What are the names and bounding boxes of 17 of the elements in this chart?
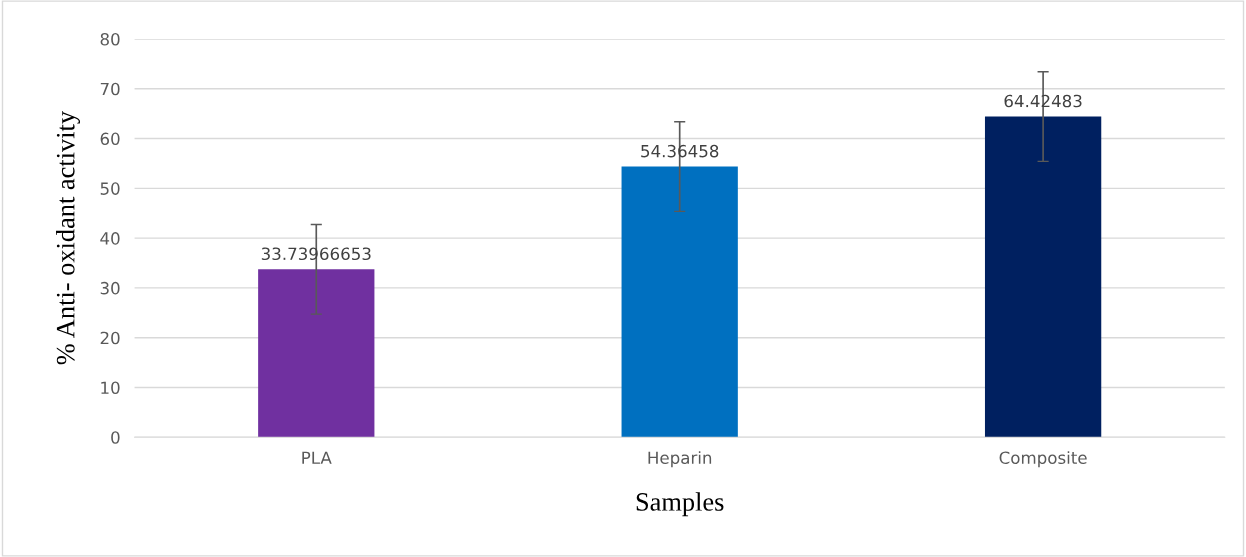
x-axis-title: Samples xyxy=(636,492,724,517)
bar xyxy=(984,116,1102,438)
bar xyxy=(258,269,375,438)
y-tick-label: 40 xyxy=(100,232,120,245)
x-tick-label: Composite xyxy=(999,451,1087,468)
y-tick-label: 20 xyxy=(100,331,120,345)
x-tick-label: PLA xyxy=(302,451,332,464)
bar xyxy=(621,166,738,438)
y-tick-label: 70 xyxy=(100,82,120,96)
y-axis-title: % Anti- oxidant activity xyxy=(56,111,81,365)
y-tick-label: 10 xyxy=(101,381,120,395)
y-tick-label: 0 xyxy=(111,431,120,444)
y-tick-label: 50 xyxy=(100,182,120,195)
y-tick-label: 30 xyxy=(100,281,120,295)
x-tick-label: Heparin xyxy=(648,451,712,468)
y-tick-label: 80 xyxy=(100,32,120,46)
y-tick-label: 60 xyxy=(100,132,120,146)
